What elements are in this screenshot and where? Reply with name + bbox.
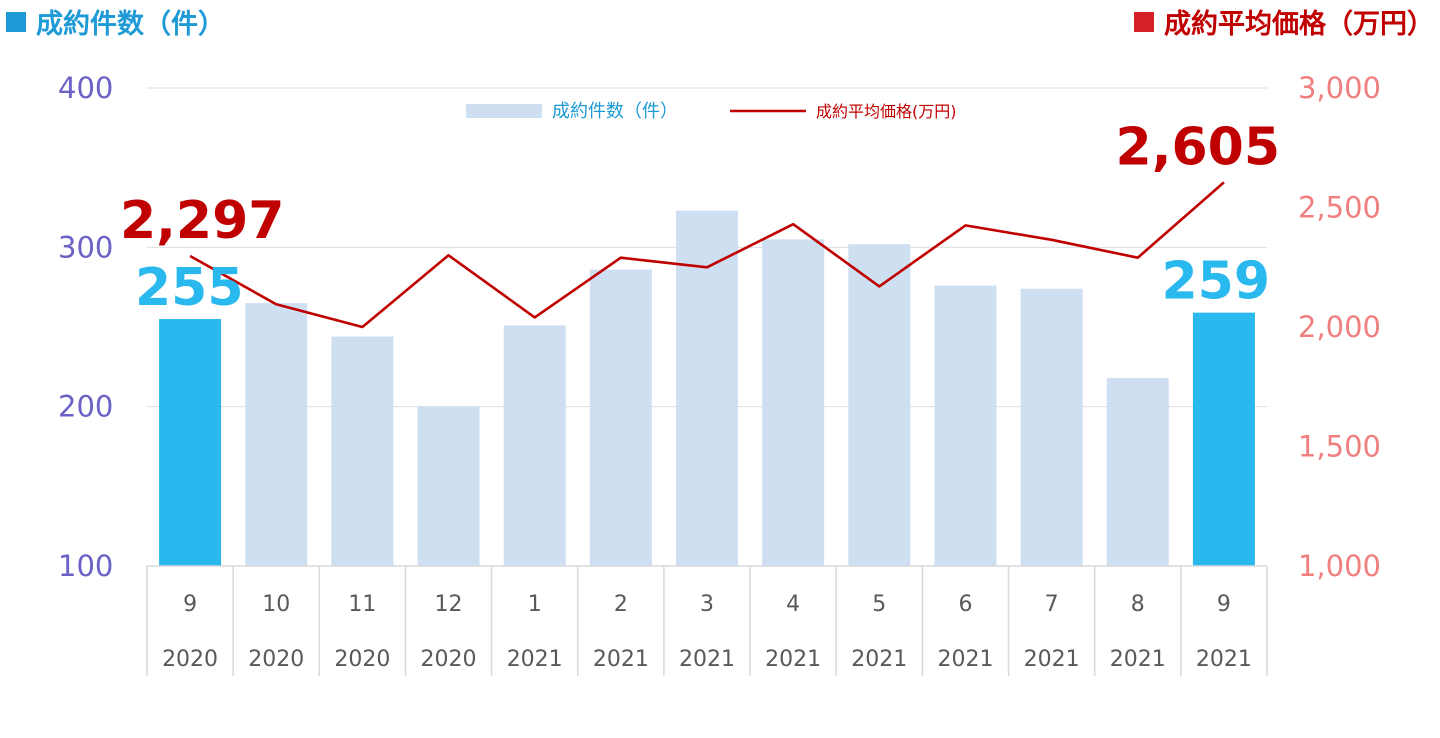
bar [331,336,394,566]
x-tick-month: 8 [1131,592,1145,617]
x-tick-month: 7 [1045,592,1059,617]
right-y-tick: 1,500 [1298,430,1381,464]
x-tick-month: 9 [183,592,197,617]
blue-square-marker [6,11,26,32]
data-callouts: 255 259 2,297 2,605 [120,117,1280,318]
x-tick-month: 1 [528,592,542,617]
bar [1106,377,1169,566]
legend: 成約件数（件） 成約平均価格(万円) [466,101,957,122]
x-tick-year: 2021 [765,647,821,672]
bar-highlight [159,319,222,566]
right-axis-title: 成約平均価格（万円） [1134,2,1434,41]
x-tick-year: 2021 [851,647,907,672]
bar [676,210,738,567]
right-y-tick: 3,000 [1298,71,1381,105]
x-tick-year: 2020 [421,647,477,672]
x-tick-month: 11 [348,592,376,617]
x-tick-year: 2021 [1196,647,1252,672]
bar-series [159,210,1255,567]
left-y-tick: 300 [58,230,113,264]
legend-bar-label: 成約件数（件） [552,101,678,122]
bar [934,285,997,566]
bar [1020,288,1083,566]
right-y-tick: 2,500 [1298,191,1381,225]
left-y-tick: 400 [58,71,113,105]
red-square-marker [1134,11,1154,32]
bar [503,325,566,566]
x-tick-month: 4 [786,592,800,617]
bar [762,239,825,566]
x-tick-year: 2021 [937,647,993,672]
bar-value-callout: 259 [1161,252,1270,312]
x-tick-year: 2021 [593,647,649,672]
line-value-callout: 2,605 [1116,117,1280,177]
line-value-callout: 2,297 [120,191,284,251]
left-y-tick: 200 [58,390,113,424]
x-tick-month: 6 [958,592,972,617]
right-axis-title-text: 成約平均価格（万円） [1164,9,1434,40]
x-tick-year: 2020 [334,647,390,672]
bar [589,269,652,566]
left-y-axis: 100 200 300 400 [58,71,113,583]
right-y-axis: 1,000 1,500 2,000 2,500 3,000 [1298,71,1381,583]
x-tick-year: 2021 [679,647,735,672]
left-axis-title-text: 成約件数（件） [36,9,225,40]
x-tick-month: 10 [262,592,290,617]
legend-bar-swatch [466,104,542,118]
line-series-price [189,181,1225,329]
legend-line-label: 成約平均価格(万円) [816,102,957,121]
bar-highlight [1192,312,1255,566]
left-y-tick: 100 [58,549,113,583]
x-tick-year: 2020 [248,647,304,672]
x-tick-year: 2021 [1110,647,1166,672]
bar-value-callout: 255 [135,258,244,318]
right-y-tick: 2,000 [1298,310,1381,344]
bar [417,406,480,566]
x-tick-month: 5 [872,592,886,617]
x-tick-year: 2021 [507,647,563,672]
x-tick-month: 9 [1217,592,1231,617]
left-axis-title: 成約件数（件） [6,2,225,41]
x-tick-year: 2021 [1024,647,1080,672]
bar [245,303,308,566]
bar [848,244,911,566]
right-y-tick: 1,000 [1298,549,1381,583]
x-tick-month: 2 [614,592,628,617]
x-tick-month: 3 [700,592,714,617]
x-tick-month: 12 [435,592,463,617]
x-tick-year: 2020 [162,647,218,672]
